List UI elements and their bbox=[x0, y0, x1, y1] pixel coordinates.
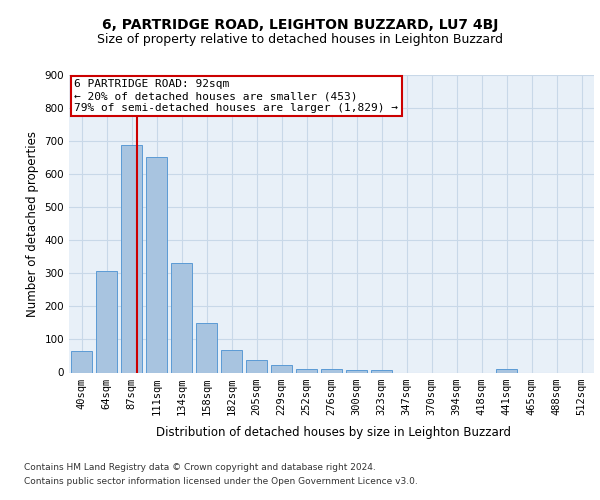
Bar bbox=[371, 370, 392, 372]
Bar bbox=[346, 370, 367, 372]
Bar bbox=[196, 323, 217, 372]
Bar bbox=[221, 350, 242, 372]
Text: 6 PARTRIDGE ROAD: 92sqm
← 20% of detached houses are smaller (453)
79% of semi-d: 6 PARTRIDGE ROAD: 92sqm ← 20% of detache… bbox=[74, 80, 398, 112]
Bar bbox=[121, 146, 142, 372]
Bar bbox=[246, 360, 267, 372]
Bar bbox=[71, 351, 92, 372]
Bar bbox=[496, 368, 517, 372]
Bar bbox=[146, 158, 167, 372]
Text: 6, PARTRIDGE ROAD, LEIGHTON BUZZARD, LU7 4BJ: 6, PARTRIDGE ROAD, LEIGHTON BUZZARD, LU7… bbox=[102, 18, 498, 32]
Bar bbox=[271, 365, 292, 372]
Bar bbox=[321, 369, 342, 372]
Text: Contains public sector information licensed under the Open Government Licence v3: Contains public sector information licen… bbox=[24, 476, 418, 486]
Text: Size of property relative to detached houses in Leighton Buzzard: Size of property relative to detached ho… bbox=[97, 32, 503, 46]
Y-axis label: Number of detached properties: Number of detached properties bbox=[26, 130, 39, 317]
Text: Contains HM Land Registry data © Crown copyright and database right 2024.: Contains HM Land Registry data © Crown c… bbox=[24, 463, 376, 472]
Bar bbox=[171, 264, 192, 372]
Bar bbox=[296, 368, 317, 372]
Text: Distribution of detached houses by size in Leighton Buzzard: Distribution of detached houses by size … bbox=[155, 426, 511, 439]
Bar bbox=[96, 271, 117, 372]
